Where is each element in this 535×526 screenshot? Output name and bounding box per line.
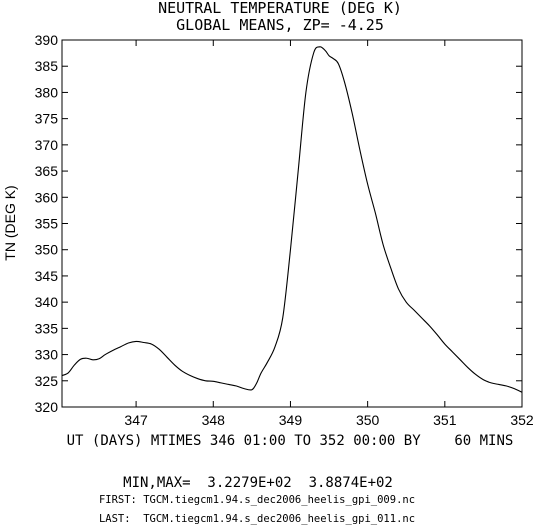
last-file-label: LAST: TGCM.tiegcm1.94.s_dec2006_heelis_g… bbox=[99, 513, 415, 525]
y-tick-label: 340 bbox=[35, 294, 59, 310]
chart-title: NEUTRAL TEMPERATURE (DEG K) bbox=[158, 0, 402, 17]
y-tick-label: 365 bbox=[35, 163, 59, 179]
x-tick-label: 348 bbox=[202, 412, 226, 428]
y-tick-label: 355 bbox=[35, 216, 59, 232]
first-file-label: FIRST: TGCM.tiegcm1.94.s_dec2006_heelis_… bbox=[99, 494, 415, 506]
chart-subtitle: GLOBAL MEANS, ZP= -4.25 bbox=[176, 16, 384, 34]
x-axis: 347 348 349 350 351 352 bbox=[124, 40, 534, 428]
x-axis-label: UT (DAYS) MTIMES 346 01:00 TO 352 00:00 … bbox=[67, 433, 514, 449]
y-tick-label: 320 bbox=[35, 399, 59, 415]
y-tick-label: 370 bbox=[35, 137, 59, 153]
y-axis: 320 325 330 335 340 345 350 355 360 365 370 375 380 3… bbox=[35, 32, 522, 415]
x-tick-label: 350 bbox=[356, 412, 380, 428]
y-axis-label: TN (DEG K) bbox=[2, 185, 18, 260]
y-tick-label: 335 bbox=[35, 320, 59, 336]
y-tick-label: 380 bbox=[35, 84, 59, 100]
plot-frame bbox=[61, 39, 523, 408]
y-tick-label: 385 bbox=[35, 58, 59, 74]
y-tick-label: 375 bbox=[35, 111, 59, 127]
x-tick-label: 349 bbox=[279, 412, 303, 428]
y-tick-label: 360 bbox=[35, 189, 59, 205]
min-max-label: MIN,MAX= 3.2279E+02 3.8874E+02 bbox=[123, 475, 393, 491]
series-line bbox=[61, 46, 523, 393]
x-tick-label: 351 bbox=[433, 412, 457, 428]
x-tick-label: 347 bbox=[124, 412, 148, 428]
y-tick-label: 345 bbox=[35, 268, 59, 284]
y-tick-label: 390 bbox=[35, 32, 59, 48]
y-tick-label: 330 bbox=[35, 347, 59, 363]
x-tick-label: 352 bbox=[510, 412, 534, 428]
y-tick-label: 350 bbox=[35, 242, 59, 258]
y-tick-label: 325 bbox=[35, 373, 59, 389]
